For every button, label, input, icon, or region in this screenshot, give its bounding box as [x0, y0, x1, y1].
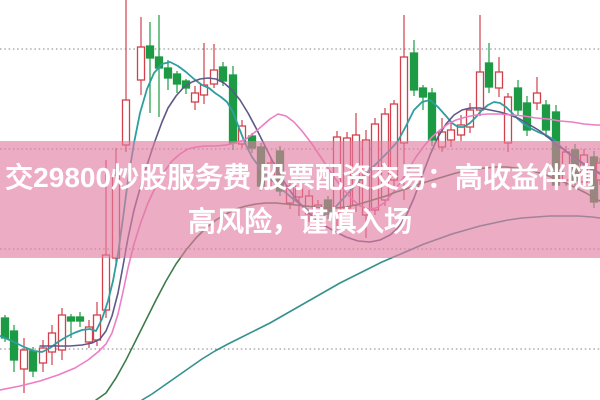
banner-text-line-2: 高风险，谨慎入场 — [187, 205, 412, 237]
promo-overlay-banner: 交29800炒股服务费 股票配资交易：高收益伴随 高风险，谨慎入场 — [0, 141, 600, 258]
banner-text-line-1: 交29800炒股服务费 股票配资交易：高收益伴随 — [5, 161, 595, 193]
